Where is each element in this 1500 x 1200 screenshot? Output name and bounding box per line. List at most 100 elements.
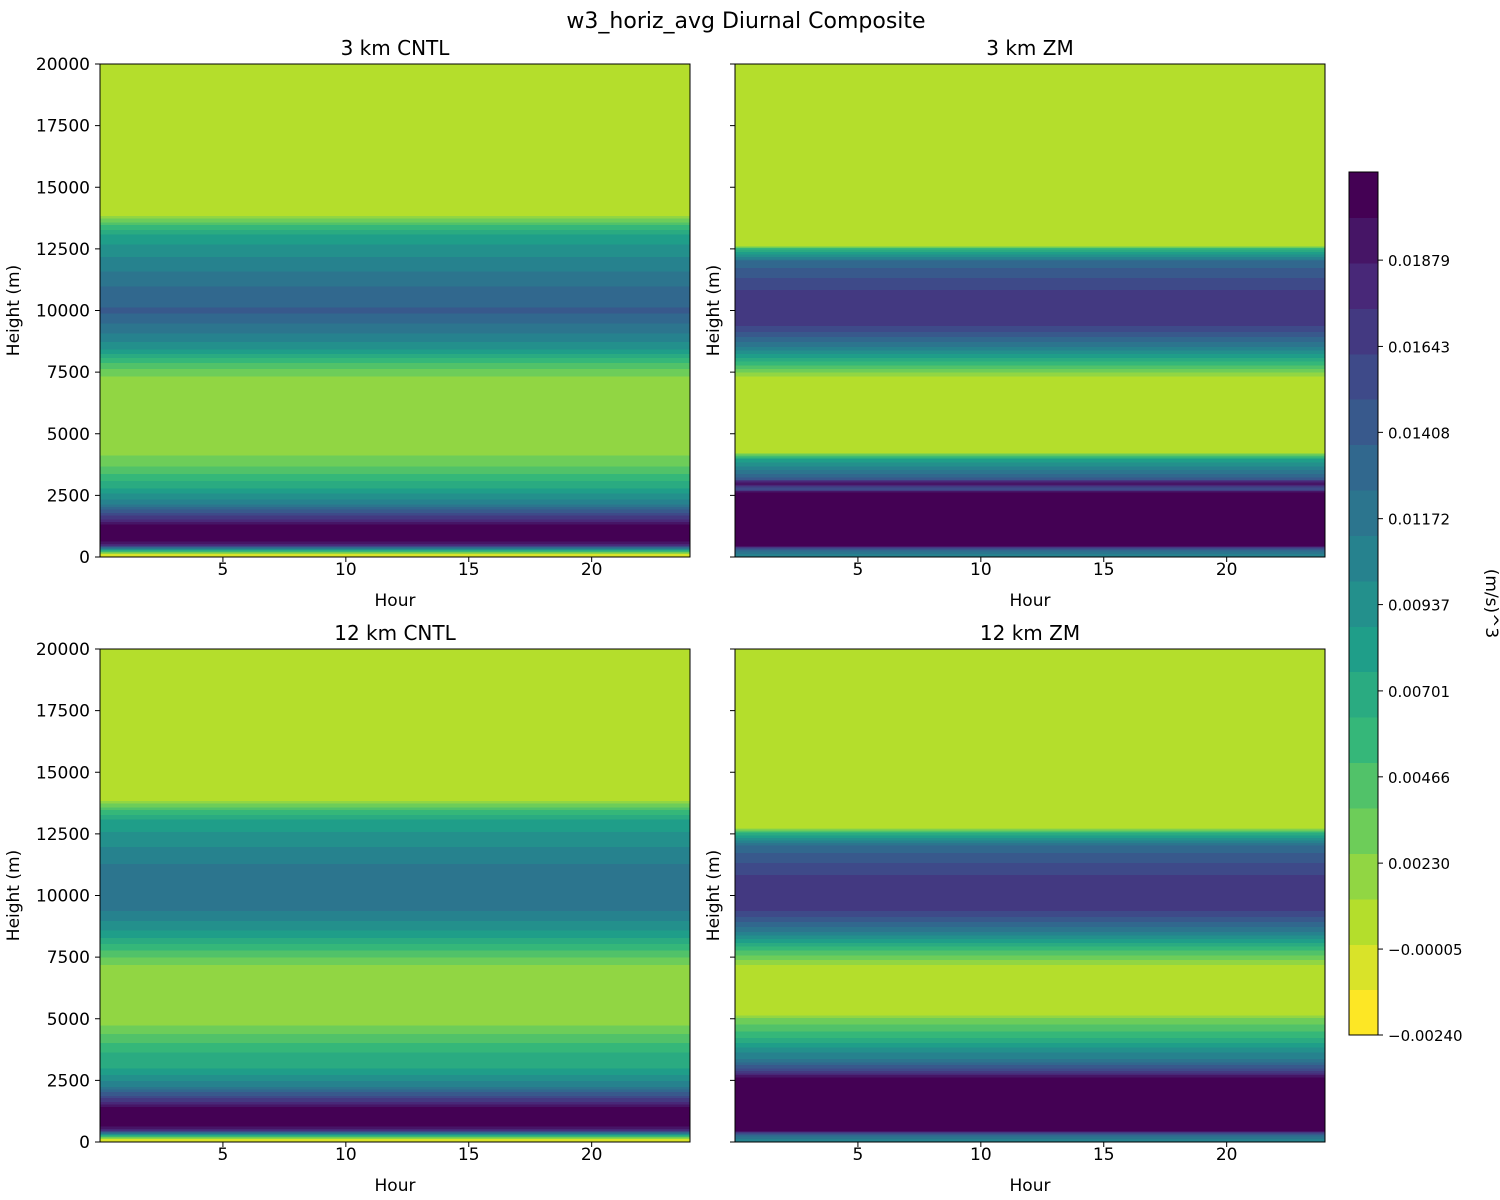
colorbar-band [1349,671,1378,718]
contour-band [735,819,1325,821]
contour-band [735,504,1325,506]
contour-band [735,277,1325,280]
contour-band [735,385,1325,388]
contour-band [100,189,690,192]
contour-band [100,729,690,731]
panel-title: 12 km CNTL [334,621,456,645]
contour-band [100,986,690,989]
contour-band [100,1005,690,1008]
contour-band [735,964,1325,967]
contour-band [735,721,1325,724]
contour-band [735,1074,1325,1077]
contour-band [100,412,690,415]
contour-band [100,554,690,557]
contour-band [735,161,1325,164]
contour-band [735,650,1325,653]
contour-band [100,275,690,278]
colorbar-band [1349,762,1378,809]
contour-band [735,1123,1325,1126]
contour-band [735,1050,1325,1053]
contour-band [100,356,690,358]
contour-band [735,434,1325,437]
contour-band [735,799,1325,802]
contour-band [735,1139,1325,1142]
contour-band [100,272,690,275]
contour-band [100,476,690,479]
contour-band [735,479,1325,482]
contour-band [100,388,690,390]
contour-band [100,454,690,457]
contour-band [100,807,690,810]
contour-band [100,782,690,784]
contour-band [735,430,1325,432]
contour-band [100,381,690,384]
contour-band [100,190,690,193]
contour-band [100,1049,690,1052]
contour-band [100,810,690,813]
contour-band [735,200,1325,203]
contour-band [735,966,1325,969]
contour-band [735,925,1325,927]
contour-band [100,1105,690,1107]
contour-band [100,796,690,799]
contour-band [100,859,690,862]
x-tick-label: 20 [581,1145,603,1165]
contour-band [100,1033,690,1036]
contour-band [735,195,1325,198]
contour-band [735,250,1325,252]
contour-band [100,306,690,309]
contour-band [100,1074,690,1077]
contour-band [100,96,690,98]
contour-band [100,309,690,312]
contour-band [735,510,1325,512]
contour-band [735,294,1325,297]
contour-band [735,856,1325,858]
contour-band [735,1039,1325,1042]
contour-band [100,758,690,761]
contour-band [735,501,1325,504]
contour-band [735,214,1325,217]
contour-band [735,881,1325,884]
contour-band [100,467,690,469]
contour-band [735,1008,1325,1011]
contour-band [100,932,690,935]
contour-band [735,1102,1325,1105]
contour-band [100,292,690,294]
contour-band [100,1042,690,1044]
contour-band [735,1068,1325,1070]
contour-band [735,269,1325,272]
contour-band [100,997,690,1000]
contour-band [100,851,690,853]
contour-band [100,830,690,833]
contour-band [735,782,1325,784]
contour-band [100,364,690,367]
contour-band [100,1102,690,1105]
contour-band [100,800,690,803]
contour-band [735,663,1325,666]
contour-band [735,544,1325,547]
contour-band [735,533,1325,536]
contour-band [735,145,1325,148]
contour-band [735,97,1325,100]
contour-band [735,156,1325,159]
contour-band [735,227,1325,230]
contour-band [100,849,690,852]
contour-band [100,438,690,441]
contour-band [100,363,690,366]
contour-band [735,725,1325,728]
contour-band [100,1098,690,1101]
contour-band [100,666,690,669]
contour-band [100,400,690,403]
contour-band [100,662,690,665]
contour-band [735,827,1325,830]
contour-band [100,889,690,892]
contour-band [735,971,1325,974]
contour-band [735,438,1325,441]
contour-band [100,1137,690,1139]
contour-band [100,243,690,246]
contour-band [735,169,1325,172]
contour-band [735,742,1325,745]
contour-band [100,856,690,858]
contour-band [735,1138,1325,1141]
contour-band [100,150,690,153]
